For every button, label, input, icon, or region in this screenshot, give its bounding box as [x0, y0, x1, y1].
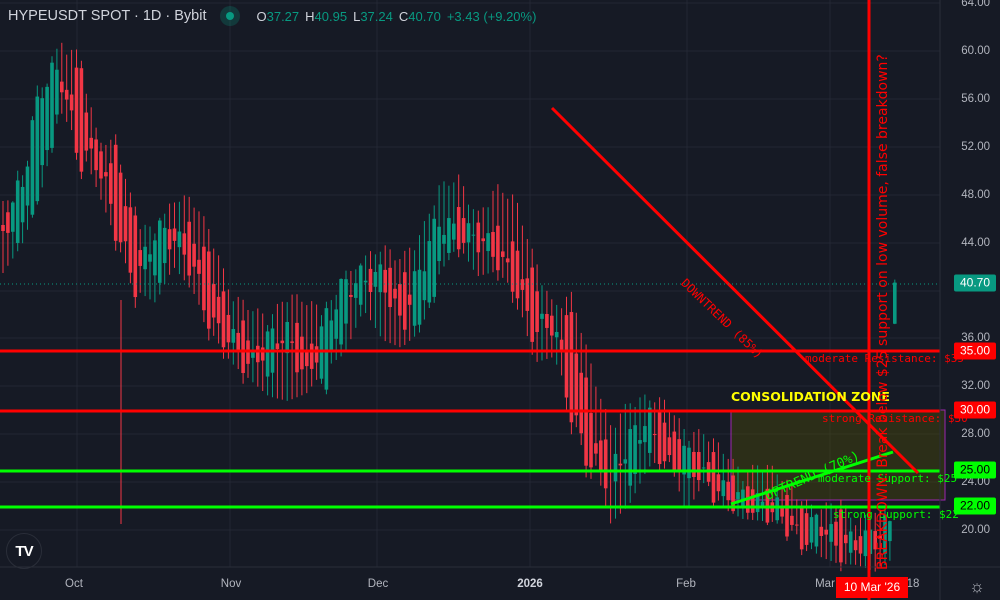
low-label: L — [353, 8, 361, 24]
price-tick: 56.00 — [961, 93, 990, 105]
price-tick: 60.00 — [961, 45, 990, 57]
price-tick: 44.00 — [961, 237, 990, 249]
time-label: Feb — [676, 578, 696, 590]
close-label: C — [398, 8, 409, 24]
price-tick: 24.00 — [961, 476, 990, 488]
current-price-tag: 40.70 — [954, 274, 996, 292]
high-value: 40.95 — [314, 8, 348, 24]
symbol-title[interactable]: HYPEUSDT SPOT · 1D · Bybit — [8, 8, 207, 24]
time-label: Nov — [220, 578, 242, 590]
change-value: +3.43 (+9.20%) — [446, 8, 537, 24]
level-tag-30: 30.00 — [954, 401, 996, 419]
consolidation-zone-label[interactable]: CONSOLIDATION ZONE — [731, 389, 890, 404]
price-tick: 52.00 — [961, 141, 990, 153]
market-status-icon[interactable] — [220, 6, 241, 26]
horizontal-levels[interactable] — [0, 349, 940, 509]
crosshair-date-tag: 10 Mar '26 — [836, 577, 908, 598]
strong-support-label[interactable]: strong Support: $22 — [833, 508, 959, 521]
trendlines[interactable] — [550, 106, 920, 506]
tradingview-logo[interactable]: TV — [6, 533, 42, 569]
time-label: Oct — [65, 578, 83, 590]
time-label: Dec — [367, 578, 389, 590]
time-label: 18 — [906, 578, 920, 590]
close-value: 40.70 — [408, 8, 441, 24]
price-tick: 64.00 — [961, 0, 990, 9]
candlestick-series — [1, 42, 897, 572]
price-tick: 32.00 — [961, 380, 990, 392]
moderate-support-label[interactable]: moderate Support: $25 — [818, 472, 958, 485]
price-tick: 48.00 — [961, 189, 990, 201]
tv-logo-icon: TV — [15, 542, 33, 560]
open-value: 37.27 — [266, 8, 300, 24]
strong-resistance-label[interactable]: strong Resistance: $30 — [822, 412, 968, 425]
price-tick: 20.00 — [961, 524, 990, 536]
open-label: O — [256, 8, 267, 24]
time-label: 2026 — [517, 578, 543, 590]
level-tag-25: 25.00 — [954, 461, 996, 479]
price-tick: 36.00 — [961, 332, 990, 344]
time-label: Mar — [815, 578, 835, 590]
symbol-legend: HYPEUSDT SPOT · 1D · Bybit O 37.27 H 40.95… — [8, 4, 536, 28]
moderate-resistance-label[interactable]: moderate Resistance: $35 — [805, 352, 964, 365]
level-tag-22: 22.00 — [954, 497, 996, 515]
level-tag-35: 35.00 — [954, 342, 996, 360]
high-label: H — [305, 8, 315, 24]
breakdown-label[interactable]: BREAKDOWN: Break below $25 support on lo… — [875, 54, 891, 570]
price-tick: 28.00 — [961, 428, 990, 440]
gear-icon[interactable]: ☼ — [969, 577, 985, 596]
low-value: 37.24 — [360, 8, 393, 24]
